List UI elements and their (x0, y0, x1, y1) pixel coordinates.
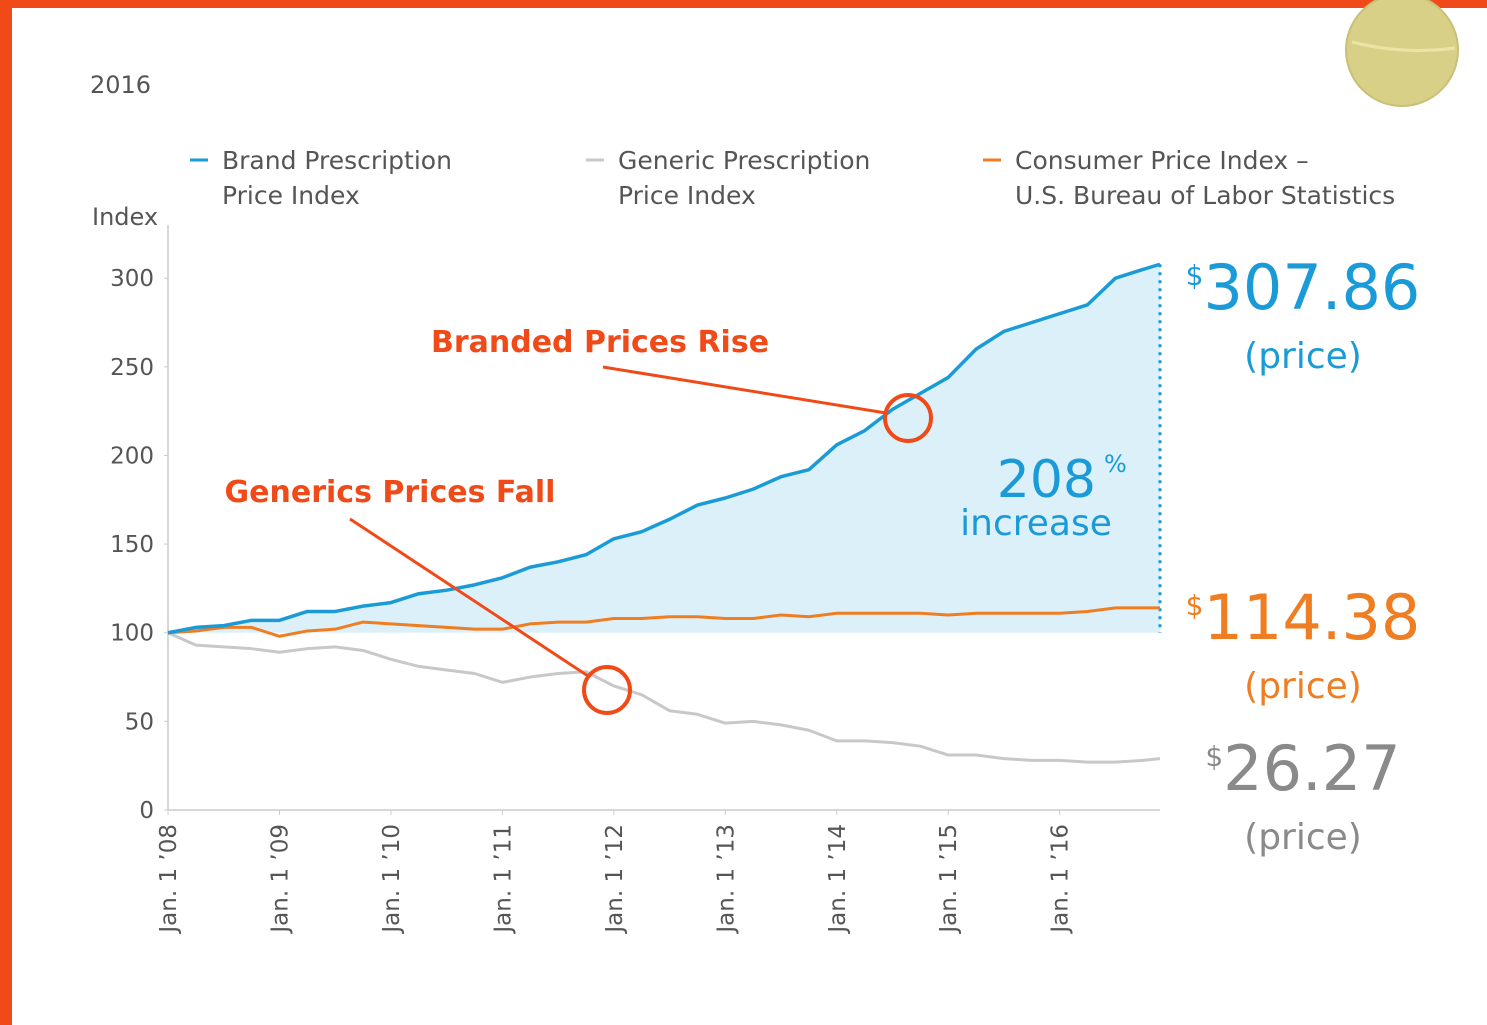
y-tick-label: 150 (110, 532, 154, 558)
y-tick-label: 50 (125, 709, 154, 735)
annotation-pointer (349, 517, 589, 678)
x-tick-label: Jan. 1 ’09 (267, 824, 293, 935)
end-label-currency: $ (1205, 740, 1223, 773)
x-tick-label: Jan. 1 ’08 (156, 824, 182, 935)
y-tick-label: 300 (110, 266, 154, 292)
legend-label: Brand Prescription Price Index (222, 146, 452, 210)
end-label: $307.86 (1186, 251, 1421, 324)
legend-line: Consumer Price Index – (1015, 146, 1309, 175)
y-axis-label: Index (92, 203, 158, 231)
end-label: $26.27 (1205, 732, 1400, 805)
increase-text: increase (960, 503, 1112, 544)
end-label-amount: 307.86 (1203, 251, 1420, 324)
x-tick-label: Jan. 1 ’11 (490, 824, 516, 935)
y-tick-label: 250 (110, 355, 154, 381)
increase-unit: % (1104, 450, 1127, 478)
legend-line: Brand Prescription (222, 146, 452, 175)
legend-line: Price Index (618, 181, 756, 210)
series-line (167, 631, 1161, 764)
end-label: $114.38 (1186, 581, 1421, 654)
legend-line: Generic Prescription (618, 146, 870, 175)
annotation-pointer (602, 365, 887, 415)
pill-groove (1351, 40, 1456, 52)
end-label-note: (price) (1244, 817, 1362, 858)
left-border (0, 0, 12, 1025)
x-tick-label: Jan. 1 ’16 (1048, 824, 1074, 935)
end-label-amount: 114.38 (1203, 581, 1420, 654)
y-tick-label: 100 (110, 621, 154, 647)
x-tick-label: Jan. 1 ’13 (713, 824, 739, 935)
increase-number: 208 (997, 450, 1096, 510)
end-label-amount: 26.27 (1223, 732, 1401, 805)
legend-line: Price Index (222, 181, 360, 210)
end-label-note: (price) (1244, 666, 1362, 707)
legend-label: Generic Prescription Price Index (618, 146, 870, 210)
end-label-note: (price) (1244, 336, 1362, 377)
x-tick-label: Jan. 1 ’10 (379, 824, 405, 935)
chart-title: 2016 (90, 71, 151, 99)
y-tick-label: 0 (139, 798, 154, 824)
end-label-currency: $ (1186, 589, 1204, 622)
annotation-circle (883, 393, 933, 443)
series-line (167, 262, 1161, 635)
annotation-circle (582, 665, 632, 715)
brand-area (168, 264, 1160, 633)
x-tick-label: Jan. 1 ’12 (602, 824, 628, 935)
end-label-currency: $ (1186, 259, 1204, 292)
y-tick-label: 200 (110, 443, 154, 469)
legend-label: Consumer Price Index – U.S. Bureau of Lab… (1015, 146, 1395, 210)
pill-icon (1345, 0, 1459, 107)
annotation: Branded Prices Rise (431, 325, 769, 360)
x-tick-label: Jan. 1 ’14 (825, 824, 851, 935)
series-line (167, 606, 1160, 638)
legend-line: U.S. Bureau of Labor Statistics (1015, 181, 1395, 210)
top-border (0, 0, 1487, 8)
annotation: Generics Prices Fall (225, 475, 556, 510)
x-tick-label: Jan. 1 ’15 (936, 824, 962, 935)
